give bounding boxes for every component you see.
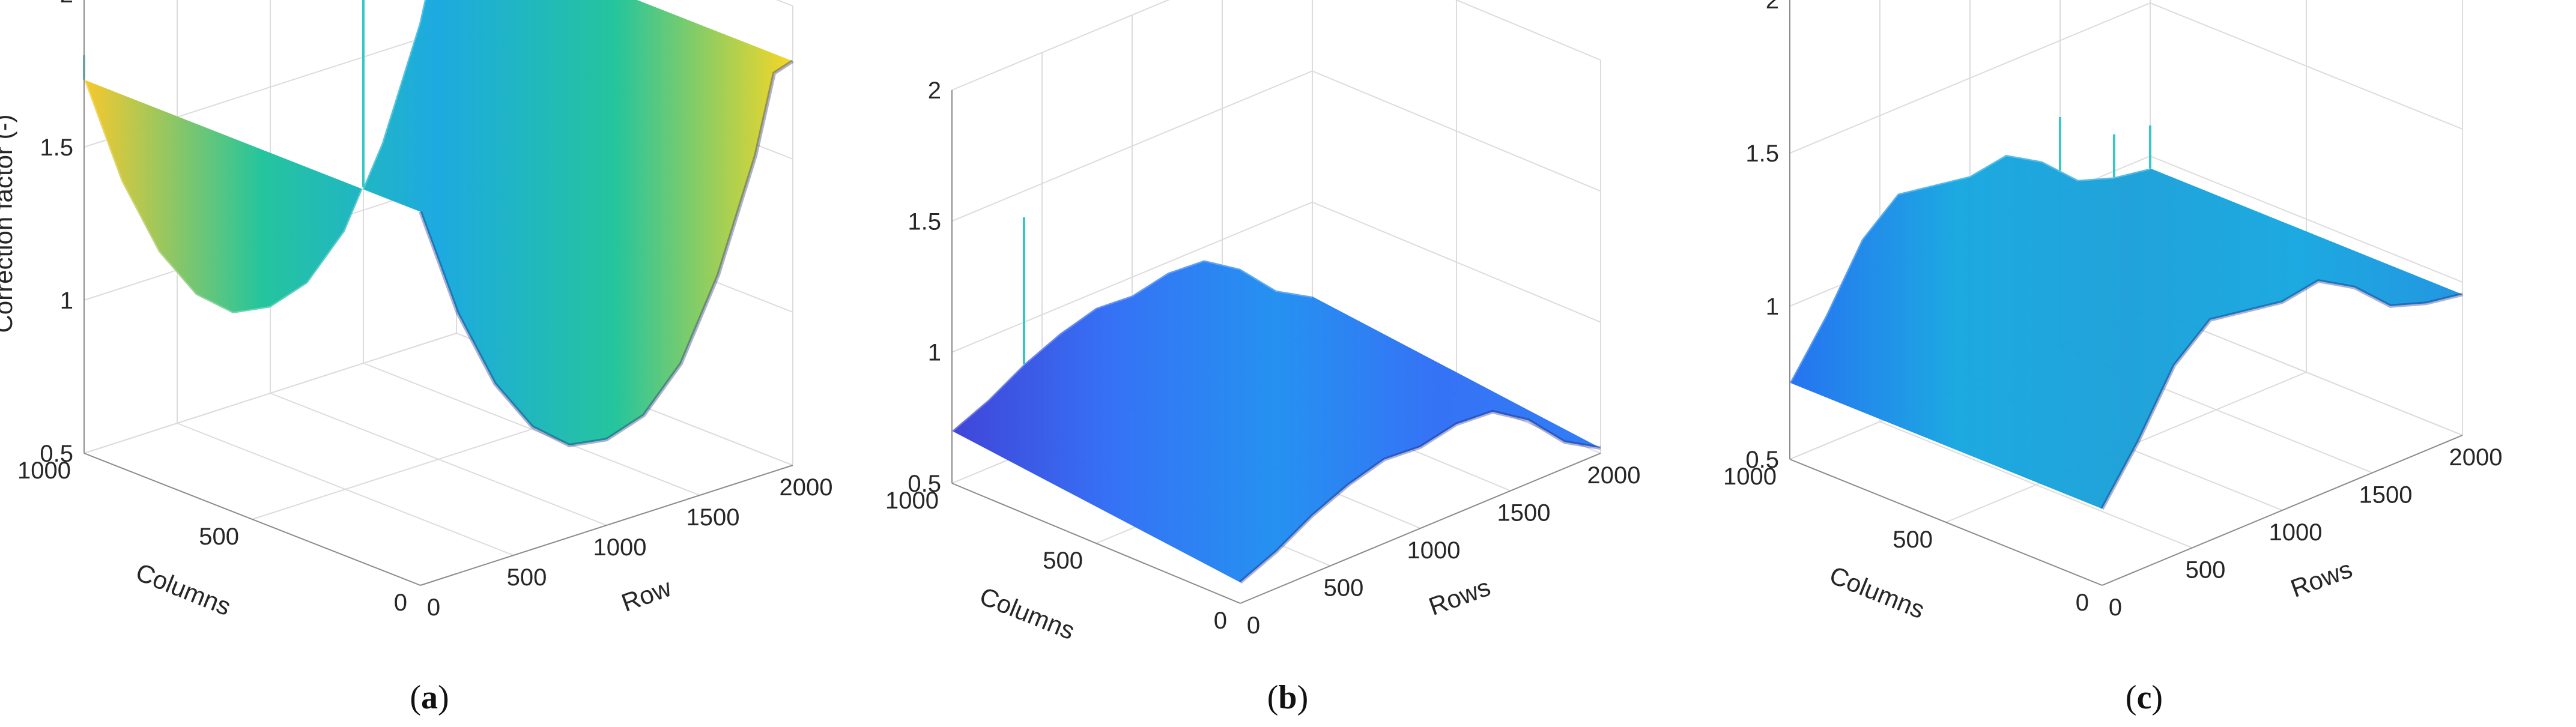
y-tick-label: 500 xyxy=(1043,548,1083,574)
caption-a: (a) xyxy=(410,679,449,716)
panel-c: 0500100015002000050010000.511.52RowsColu… xyxy=(1723,0,2502,624)
z-tick-label: 1.5 xyxy=(908,208,941,235)
surface-front-edge xyxy=(2100,279,2463,510)
x-tick-label: 0 xyxy=(2109,594,2122,621)
y-tick-label: 0 xyxy=(2076,590,2089,616)
x-tick-label: 2000 xyxy=(780,474,833,501)
grid-line xyxy=(1789,2,2463,154)
x-tick-label: 1000 xyxy=(2269,519,2323,546)
surface-patch xyxy=(1790,155,2462,509)
z-tick-label: 1.5 xyxy=(1745,140,1779,167)
y-axis-label: Columns xyxy=(976,582,1079,645)
grid-line xyxy=(83,332,793,466)
x-tick-label: 1500 xyxy=(2359,482,2413,508)
x-axis-label: Rows xyxy=(2287,555,2356,603)
z-tick-label: 1 xyxy=(928,340,941,366)
z-tick-label: 1.5 xyxy=(40,134,73,161)
surface-front-edge xyxy=(419,59,794,448)
y-tick-label: 1000 xyxy=(885,487,939,514)
caption-c-letter: c xyxy=(2137,679,2152,716)
panel-a: 0500100015002000050010000.511.52RowColum… xyxy=(0,0,832,621)
x-tick-label: 1000 xyxy=(1407,537,1461,564)
z-tick-label: 0.5 xyxy=(908,471,941,497)
caption-b-letter: b xyxy=(1278,679,1297,716)
z-tick-label: 2 xyxy=(928,77,941,104)
x-axis-label: Row xyxy=(618,573,676,617)
caption-b: (b) xyxy=(1267,679,1308,716)
x-tick-label: 0 xyxy=(1247,612,1260,639)
x-tick-label: 500 xyxy=(1324,575,1364,602)
surface-patch xyxy=(84,0,793,445)
x-tick-label: 0 xyxy=(427,594,440,621)
z-tick-label: 0.5 xyxy=(40,441,73,467)
y-axis-label: Columns xyxy=(132,558,235,621)
surface xyxy=(1788,117,2463,510)
y-tick-label: 500 xyxy=(1893,526,1933,553)
surface-back-edge xyxy=(82,0,426,315)
x-axis-line xyxy=(1240,453,1601,604)
surface-back-edge xyxy=(951,258,1313,432)
x-tick-label: 2000 xyxy=(1587,462,1641,489)
y-axis-line xyxy=(951,483,1241,604)
surface xyxy=(82,0,794,448)
x-axis-line xyxy=(2102,435,2463,586)
x-tick-label: 500 xyxy=(2186,557,2226,584)
surface-back-edge xyxy=(1788,153,2151,384)
y-axis-line xyxy=(83,453,421,586)
x-tick-label: 500 xyxy=(507,564,547,591)
y-axis-label: Columns xyxy=(1826,561,1929,624)
grid-line xyxy=(951,70,1601,222)
x-tick-label: 1000 xyxy=(593,534,647,561)
y-tick-label: 1000 xyxy=(17,457,71,484)
z-tick-label: 0.5 xyxy=(1745,447,1779,473)
x-axis-line xyxy=(420,465,793,586)
y-tick-label: 0 xyxy=(1214,608,1227,634)
x-tick-label: 1500 xyxy=(686,504,740,531)
z-tick-label: 1 xyxy=(1766,294,1779,320)
surface-patch xyxy=(952,260,1601,583)
z-tick-label: 2 xyxy=(1766,0,1779,14)
surface-front-edge xyxy=(1239,409,1601,584)
y-tick-label: 1000 xyxy=(1723,463,1777,490)
caption-c: (c) xyxy=(2126,679,2163,716)
y-tick-label: 500 xyxy=(199,523,239,550)
x-tick-label: 2000 xyxy=(2449,444,2503,471)
z-axis-label: Correction factor (-) xyxy=(0,114,17,333)
x-tick-label: 1500 xyxy=(1497,500,1551,526)
z-tick-label: 1 xyxy=(60,288,73,314)
grid-line xyxy=(951,0,1601,91)
grid-line xyxy=(951,201,1601,353)
y-axis-line xyxy=(1789,459,2103,586)
y-tick-label: 0 xyxy=(394,590,407,616)
z-tick-label: 2 xyxy=(60,0,73,8)
surface xyxy=(951,217,1601,584)
caption-a-letter: a xyxy=(421,679,438,716)
x-axis-label: Rows xyxy=(1425,573,1494,621)
panel-b: 0500100015002000050010000.511.52RowsColu… xyxy=(885,0,1640,645)
